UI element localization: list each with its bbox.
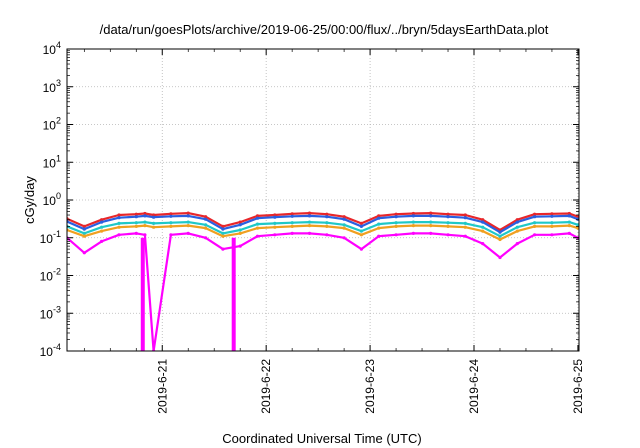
series-4 <box>67 224 579 242</box>
series-5 <box>67 231 579 351</box>
y-axis: 10-4 10-3 10-2 10-1 100 101 102 103 104 <box>40 40 579 359</box>
x-axis: 2019-6-21 2019-6-22 2019-6-23 2019-6-24 2019… <box>83 49 585 414</box>
y-axis-label: cGy/day <box>22 176 37 224</box>
y-tick-label: 10-2 <box>40 267 61 284</box>
x-tick-label: 2019-6-23 <box>363 359 377 414</box>
series-2-line <box>67 214 579 234</box>
y-tick-label: 103 <box>43 78 61 95</box>
series-4-line <box>67 224 579 241</box>
x-tick-label: 2019-6-24 <box>467 359 481 414</box>
x-axis-label: Coordinated Universal Time (UTC) <box>222 431 421 446</box>
x-tick-label: 2019-6-25 <box>571 359 585 414</box>
y-tick-label: 10-4 <box>40 342 61 359</box>
series-1 <box>67 211 579 232</box>
y-tick-label: 101 <box>43 153 61 170</box>
y-tick-label: 102 <box>43 116 61 133</box>
series-1-line <box>67 212 579 232</box>
y-tick-label: 104 <box>43 40 61 57</box>
chart-title: /data/run/goesPlots/archive/2019-06-25/0… <box>100 22 549 37</box>
y-tick-label: 100 <box>43 191 61 208</box>
x-tick-label: 2019-6-22 <box>259 359 273 414</box>
series-2 <box>67 214 579 234</box>
series-3-line <box>67 221 579 238</box>
series-3 <box>67 220 579 238</box>
y-tick-label: 10-1 <box>40 229 61 246</box>
series-5-line <box>67 232 579 351</box>
data-series <box>67 211 579 351</box>
y-tick-label: 10-3 <box>40 304 61 321</box>
x-tick-label: 2019-6-21 <box>155 359 169 414</box>
